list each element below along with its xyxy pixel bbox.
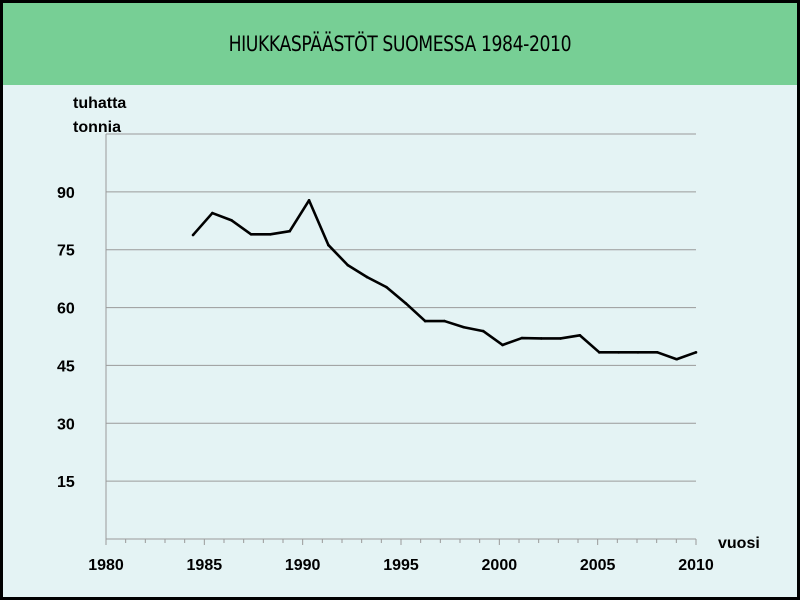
data-point [559,337,562,340]
data-point [617,351,620,354]
data-point [385,285,388,289]
data-point [327,243,330,247]
data-point [423,319,427,323]
data-point [578,334,582,337]
data-point [404,302,408,305]
data-point [269,232,272,236]
data-point [191,233,195,237]
y-tick-label: 90 [57,185,75,202]
x-tick-label: 2010 [678,557,714,574]
chart-title: HIUKKASPÄÄSTÖT SUOMESSA 1984-2010 [228,32,572,56]
data-point [346,263,350,267]
x-tick-label: 1985 [187,557,223,574]
y-tick-label: 45 [57,358,75,375]
data-point [307,199,311,202]
data-point [288,229,292,233]
data-point [443,319,446,323]
y-tick-label: 60 [57,301,75,318]
data-point [597,351,601,354]
data-point [501,343,504,347]
x-tick-label: 2005 [580,557,616,574]
data-point [230,219,233,222]
x-axis-label: vuosi [718,535,760,552]
y-tick-label: 75 [57,243,75,260]
x-tick-label: 1980 [88,557,124,574]
y-tick-label: 30 [57,416,75,433]
data-point [249,232,253,236]
y-axis-label-line1: tuhatta [73,95,126,112]
x-tick-label: 2000 [482,557,518,574]
data-point [211,211,214,215]
data-point [694,351,698,354]
data-point [462,325,466,329]
x-tick-label: 1990 [285,557,321,574]
data-point [481,329,485,333]
x-tick-label: 1995 [383,557,419,574]
data-point [656,351,659,354]
series-line [192,199,697,361]
chart-frame: HIUKKASPÄÄSTÖT SUOMESSA 1984-2010 [3,3,797,597]
data-point [675,357,678,361]
data-point [636,351,640,354]
data-point [539,337,543,340]
chart-header: HIUKKASPÄÄSTÖT SUOMESSA 1984-2010 [3,3,797,85]
y-tick-label: 15 [57,474,75,491]
data-point [520,336,524,340]
y-axis-label-line2: tonnia [73,119,121,136]
data-point [365,275,369,279]
